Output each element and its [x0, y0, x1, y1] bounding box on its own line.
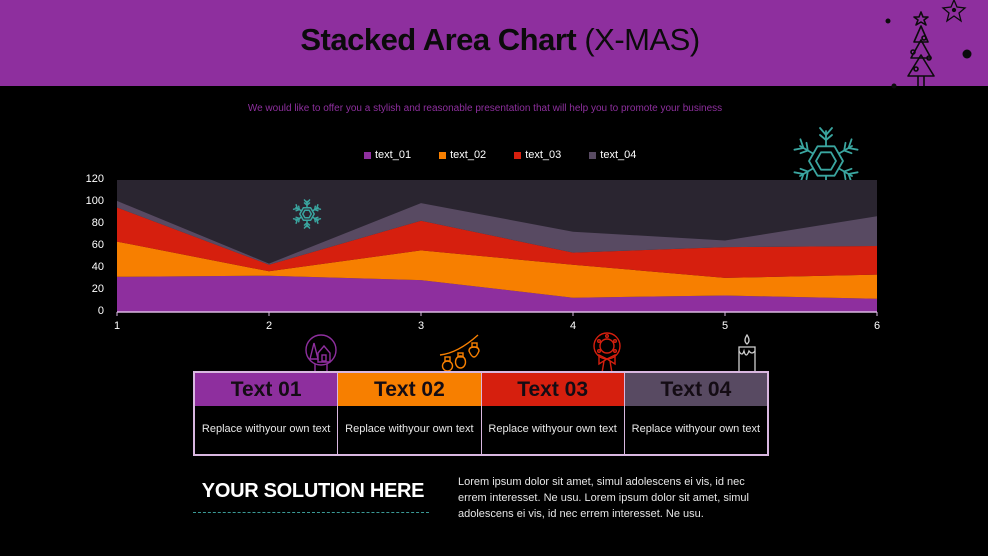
card-4: Text 04 Replace with your own text: [624, 373, 767, 454]
x-tick-label: 1: [113, 320, 121, 332]
wreath-icon: [593, 332, 621, 373]
chart-legend: text_01 text_02 text_03 text_04: [364, 149, 664, 161]
card-body: Replace with your own text: [195, 406, 338, 454]
card-body-line: your own text: [264, 422, 331, 435]
x-tick-label: 3: [417, 320, 425, 332]
card-body-line: your own text: [694, 422, 761, 435]
string-lights-icon: [439, 334, 480, 372]
area-text-02: [117, 241, 877, 299]
legend-cards: Text 01 Replace with your own text Text 02 R…: [193, 371, 769, 456]
card-body-line: Replace with: [488, 422, 552, 435]
title-light: (X-MAS): [584, 22, 700, 57]
body-paragraph: Lorem ipsum dolor sit amet, simul adoles…: [458, 476, 749, 520]
card-title: Text 04: [624, 373, 767, 406]
legend-label: text_04: [600, 149, 637, 161]
dashed-divider: [193, 512, 429, 513]
candle-icon: [738, 333, 756, 373]
star-icon: [941, 0, 967, 23]
small-snowflake-icon: [292, 199, 322, 229]
x-tick-label: 2: [265, 320, 273, 332]
legend-item-text-01: text_01: [364, 149, 411, 161]
page-title: Stacked Area Chart (X-MAS): [0, 22, 988, 58]
card-body: Replace with your own text: [624, 406, 767, 454]
subtitle: We would like to offer you a stylish and…: [247, 103, 723, 114]
y-tick-label: 100: [85, 195, 104, 207]
card-body: Replace with your own text: [338, 406, 481, 454]
x-tick-label: 6: [873, 320, 881, 332]
y-tick-label: 20: [91, 283, 104, 295]
x-tick-label: 4: [569, 320, 577, 332]
y-tick-label: 40: [91, 261, 104, 273]
solution-heading: YOUR SOLUTION HERE: [201, 480, 425, 502]
y-tick-label: 80: [91, 217, 104, 229]
card-3: Text 03 Replace with your own text: [481, 373, 625, 454]
y-tick-label: 60: [91, 239, 104, 251]
y-tick-label: 120: [85, 173, 104, 185]
legend-swatch: [514, 151, 522, 159]
area-text-03: [117, 207, 877, 278]
card-body-line: Replace with: [631, 422, 695, 435]
legend-item-text-03: text_03: [514, 149, 561, 161]
card-body-line: Replace with: [201, 422, 265, 435]
legend-swatch: [589, 151, 597, 159]
snow-globe-icon: [305, 334, 337, 373]
card-body-line: your own text: [408, 422, 474, 435]
header-banner: [0, 0, 988, 86]
legend-label: text_03: [525, 149, 562, 161]
area-text-04: [117, 200, 877, 265]
card-2: Text 02 Replace with your own text: [338, 373, 482, 454]
stacked-area-chart: 0 20 40 60 80 100 120 1 2 3 4 5 6: [0, 170, 988, 340]
card-body: Replace with your own text: [481, 406, 624, 454]
legend-label: text_02: [450, 149, 487, 161]
y-tick-label: 0: [97, 305, 104, 317]
card-body-line: your own text: [551, 422, 617, 435]
title-bold: Stacked Area Chart: [300, 22, 577, 57]
card-title: Text 03: [481, 373, 624, 406]
legend-swatch: [364, 151, 371, 159]
card-title: Text 02: [338, 373, 481, 406]
legend-label: text_01: [375, 149, 412, 161]
legend-swatch: [439, 151, 447, 159]
snowflake-icon: [793, 127, 859, 195]
card-body-line: Replace with: [345, 422, 409, 435]
x-tick-label: 5: [721, 320, 729, 332]
card-1: Text 01 Replace with your own text: [195, 373, 339, 454]
legend-item-text-02: text_02: [439, 149, 486, 161]
area-text-01: [117, 275, 877, 312]
christmas-tree-icon: [885, 0, 972, 89]
card-title: Text 01: [195, 373, 338, 406]
legend-item-text-04: text_04: [589, 149, 636, 161]
